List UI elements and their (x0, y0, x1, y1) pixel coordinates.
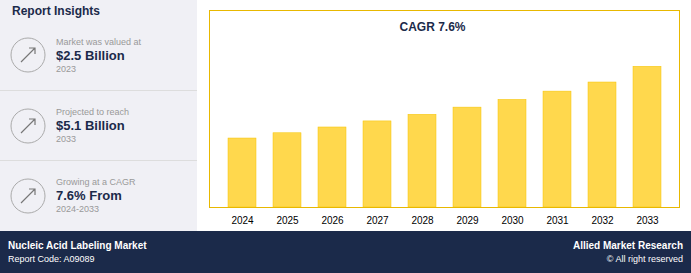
html-text:Market was valued at: Market was valued at (56, 36, 141, 47)
svg-text:2031: 2031 (546, 215, 569, 226)
html-text:$5.1 Billion: $5.1 Billion (56, 118, 125, 133)
html-text:© All right reserved: © All right reserved (606, 254, 683, 264)
svg-text:2033: 2033 (636, 215, 659, 226)
svg-text:2032: 2032 (591, 215, 614, 226)
html-text:2024-2033: 2024-2033 (56, 204, 99, 214)
html-text:Report Insights: Report Insights (12, 4, 100, 18)
html-text:2033: 2033 (56, 134, 76, 144)
svg-text:2027: 2027 (366, 215, 389, 226)
html-text:Allied Market Research: Allied Market Research (572, 240, 683, 251)
html-text:Nucleic Acid Labeling Market: Nucleic Acid Labeling Market (8, 240, 147, 251)
html-text:Projected to reach: Projected to reach (56, 107, 129, 117)
html-text:Report Code: A09089: Report Code: A09089 (8, 254, 95, 264)
svg-text:CAGR 7.6%: CAGR 7.6% (399, 20, 465, 34)
html-text:2023: 2023 (56, 63, 76, 74)
svg-text:2029: 2029 (456, 215, 479, 226)
html-text:$2.5 Billion: $2.5 Billion (56, 47, 125, 63)
svg-text:2028: 2028 (411, 215, 434, 226)
svg-text:2026: 2026 (321, 215, 344, 226)
html-text:Growing at a CAGR: Growing at a CAGR (56, 177, 136, 187)
svg-text:2024: 2024 (231, 215, 254, 226)
html-text:7.6% From: 7.6% From (56, 188, 122, 203)
svg-text:2030: 2030 (501, 215, 524, 226)
svg-text:2025: 2025 (276, 215, 299, 226)
